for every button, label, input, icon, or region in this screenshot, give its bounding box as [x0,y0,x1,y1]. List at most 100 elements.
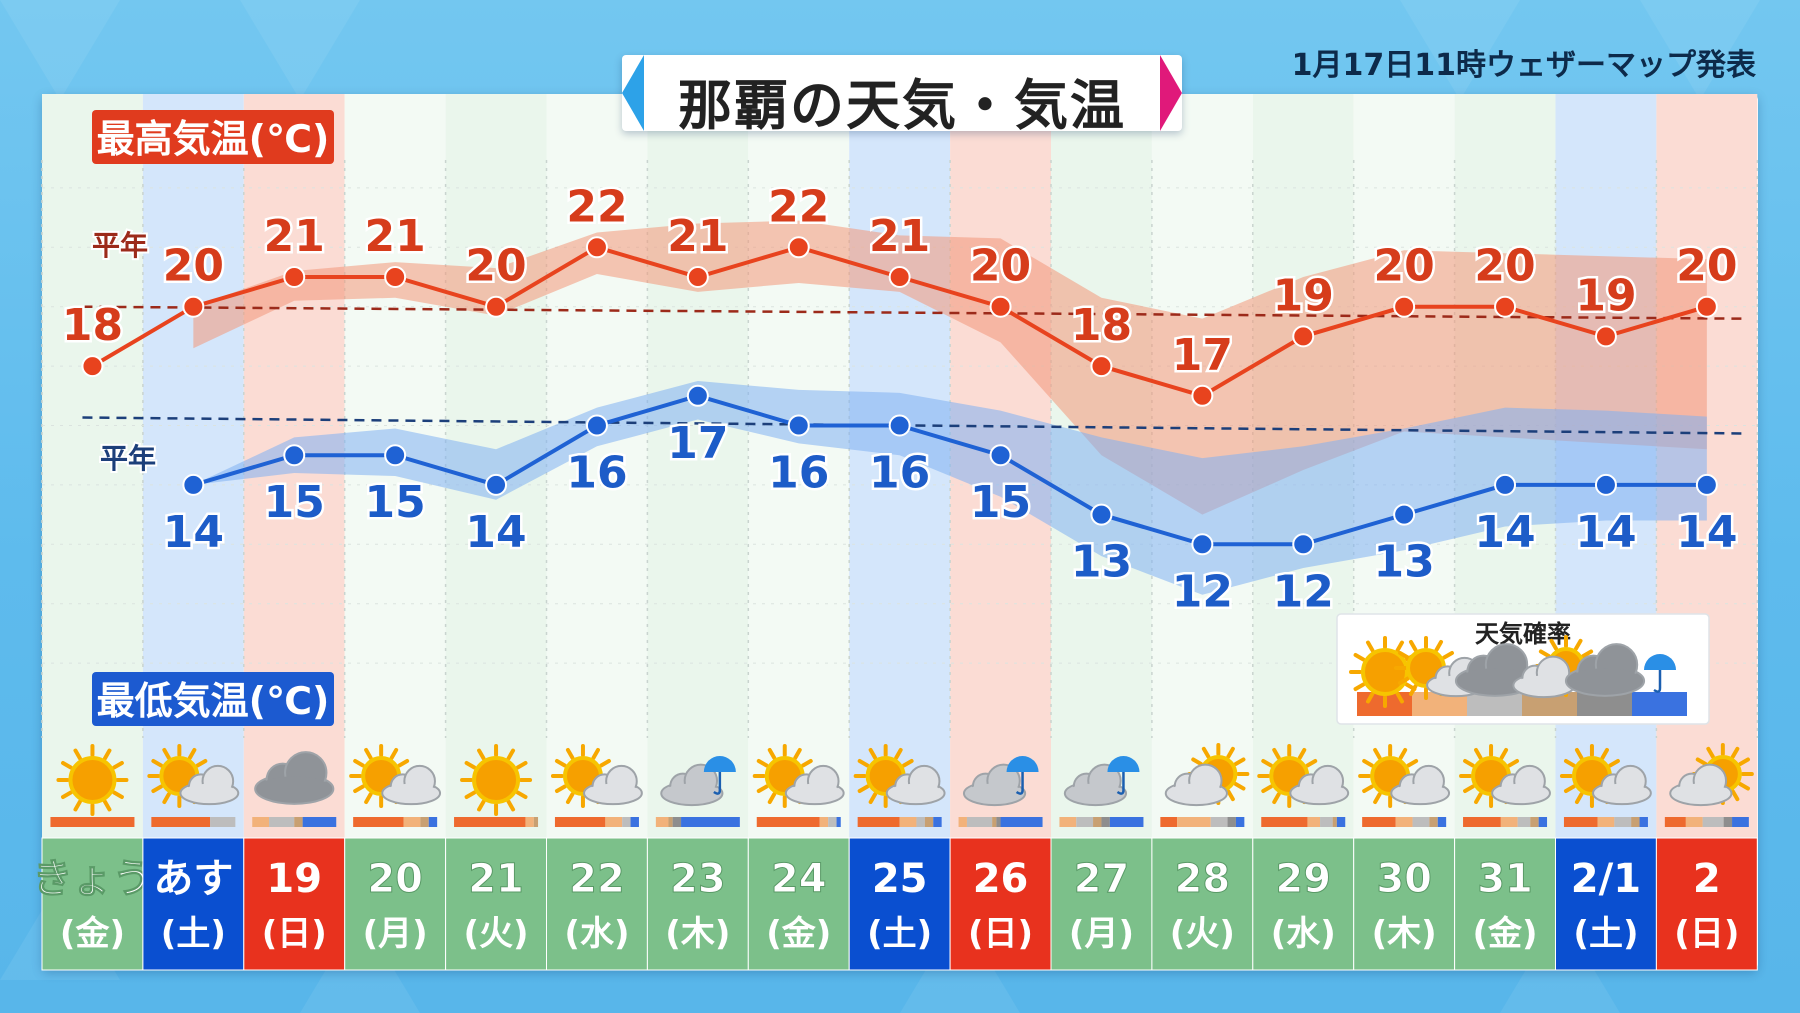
umbrella-canopy [703,756,736,772]
sun-ray [102,748,112,761]
page-title: 那覇の天気・気温 [678,74,1126,137]
sun-ray [1366,691,1375,704]
date-cell-6 [646,837,749,971]
high-temp-label: 19 [1575,270,1636,321]
probability-segment [1362,817,1396,827]
probability-segment [672,817,682,827]
date-cell-14 [1454,837,1556,971]
title-box: 那覇の天気・気温 [622,55,1182,137]
date-cell-12 [1252,837,1355,971]
umbrella-handle [713,772,722,795]
high-point [1494,295,1517,318]
date-cell-10 [1050,837,1153,971]
sun-ray [1362,759,1374,768]
cloud-part [1493,783,1549,803]
data-points: 18 20 21 21 20 22 21 22 21 20 18 17 19 20 20 19 20 14 15 15… [59,179,1740,620]
high-point [787,236,810,259]
sun-ray [112,761,124,770]
date-label: きょう [32,856,152,902]
weekday-label: (土) [867,914,932,954]
probability-bar [1059,817,1144,827]
probability-segment [1109,817,1144,827]
date-label: 22 [569,856,625,902]
weekday-label: (火) [1170,914,1235,954]
date-label: 30 [1376,856,1432,902]
sun-ray [1581,649,1594,658]
sunny-cloudy-icon [1257,744,1350,808]
sun-ray [1201,746,1211,759]
date-label: 24 [771,856,827,902]
sun-ray [857,759,870,768]
cloud-part [257,776,332,802]
high-temp-label: 21 [869,211,930,262]
high-temp-label: 20 [1474,241,1535,292]
probability-segment [605,817,623,827]
probability-segment [1429,817,1438,827]
sun-ray [1398,676,1410,685]
low-range-band [193,380,1707,595]
weekday-label: (金) [766,914,831,954]
low-temp-label: 15 [264,477,325,528]
sun-ray [61,790,73,799]
low-point [1191,533,1214,556]
probability-segment [1702,817,1724,827]
low-point [283,444,306,467]
probability-segment [857,817,900,827]
low-point [888,414,911,437]
date-cell-11 [1151,837,1254,971]
sun-ray [1398,651,1410,660]
sun-ray [187,748,197,760]
weekday-label: (金) [60,914,125,954]
sun-ray [1574,638,1583,651]
probability-segment [1336,817,1346,827]
sun-ray [1499,748,1509,760]
sunny-cloudy-icon [550,744,643,808]
date-label: 21 [468,856,524,902]
sun-ray [1226,789,1235,802]
probability-segment [525,817,534,827]
probability-segment [1332,817,1337,827]
probability-segment [756,817,820,827]
high-point [182,295,205,318]
cloud-part [1292,783,1347,803]
weekday-label: (土) [161,914,226,954]
high-temp-label: 22 [768,181,829,232]
probability-segment [1685,817,1703,827]
high-point [1090,355,1113,378]
weekday-label: (火) [464,914,529,954]
probability-segment [252,817,270,827]
probability-segment [836,817,841,827]
cloudy-icon [254,751,335,805]
sun-ray [1297,748,1307,760]
weekday-label: (日) [968,914,1033,954]
probability-segment [1395,817,1413,827]
date-cell-15 [1555,837,1657,971]
sun-ray [102,799,112,812]
weekday-label: (木) [1372,914,1437,954]
sun-ray [1261,784,1274,793]
cloud-part [888,783,943,803]
probability-segment [294,817,303,827]
legend-swatch [1632,692,1687,716]
date-label: 2 [1693,856,1721,902]
sun-ray [515,761,528,770]
sun-ray [162,748,171,760]
probability-bar [554,817,639,827]
probability-segment [630,817,639,827]
probability-segment [1517,817,1531,827]
sun-ray [1563,759,1576,768]
sun-ray [756,784,769,793]
sun-ray [515,790,528,799]
probability-bar [151,817,236,827]
sun-ray [767,748,777,760]
low-temp-label: 12 [1172,566,1233,617]
high-point [384,266,407,288]
column-bg-6 [647,94,749,838]
low-point [384,444,407,467]
umbrella-handle [1116,772,1125,795]
cloud-part [182,783,237,803]
sun-ray [1706,746,1715,759]
sun-ray [1549,638,1558,651]
sun-ray [1434,640,1443,652]
